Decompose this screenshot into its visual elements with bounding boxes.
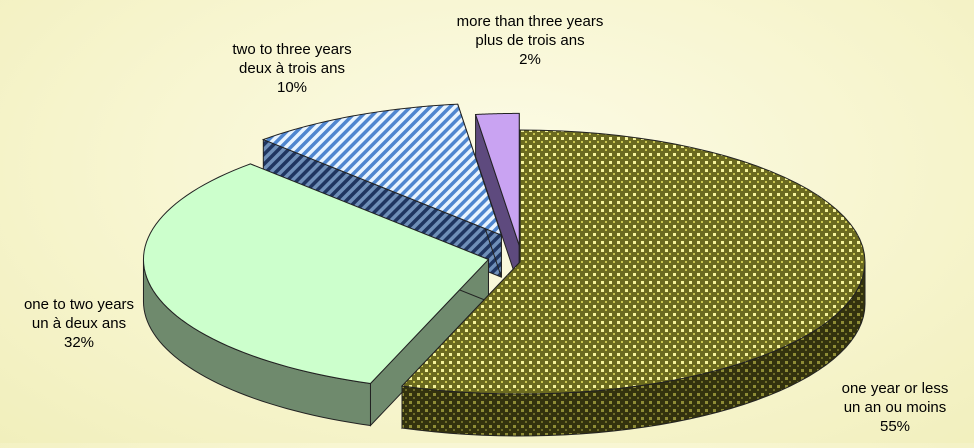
label-fr: un à deux ans <box>31 315 127 332</box>
label-percent: 32% <box>63 334 95 351</box>
slice-label-one-to-two-years: one to two years un à deux ans 32% <box>4 295 154 352</box>
pie-slice-one-year-or-less <box>400 129 866 437</box>
slice-top-two-to-three-years <box>261 103 503 236</box>
label-fr: deux à trois ans <box>239 60 345 77</box>
label-en: more than three years <box>456 13 604 30</box>
label-percent: 2% <box>519 51 541 68</box>
label-en: one year or less <box>841 380 949 397</box>
label-en: one to two years <box>23 296 135 313</box>
slice-label-more-than-three-years: more than three years plus de trois ans … <box>432 12 628 69</box>
label-fr: plus de trois ans <box>475 32 585 49</box>
label-fr: un an ou moins <box>843 399 947 416</box>
slice-label-two-to-three-years: two to three years deux à trois ans 10% <box>207 40 377 97</box>
slice-label-one-year-or-less: one year or less un an ou moins 55% <box>820 379 970 436</box>
slice-top-one-year-or-less <box>400 129 866 395</box>
label-percent: 55% <box>879 418 911 435</box>
label-percent: 10% <box>276 79 308 96</box>
label-en: two to three years <box>232 41 352 58</box>
slice-top-more-than-three-years <box>474 112 520 246</box>
pie-slice-more-than-three-years <box>474 112 520 288</box>
pie-slice-one-to-two-years <box>142 163 490 427</box>
slice-top-one-to-two-years <box>142 163 490 385</box>
